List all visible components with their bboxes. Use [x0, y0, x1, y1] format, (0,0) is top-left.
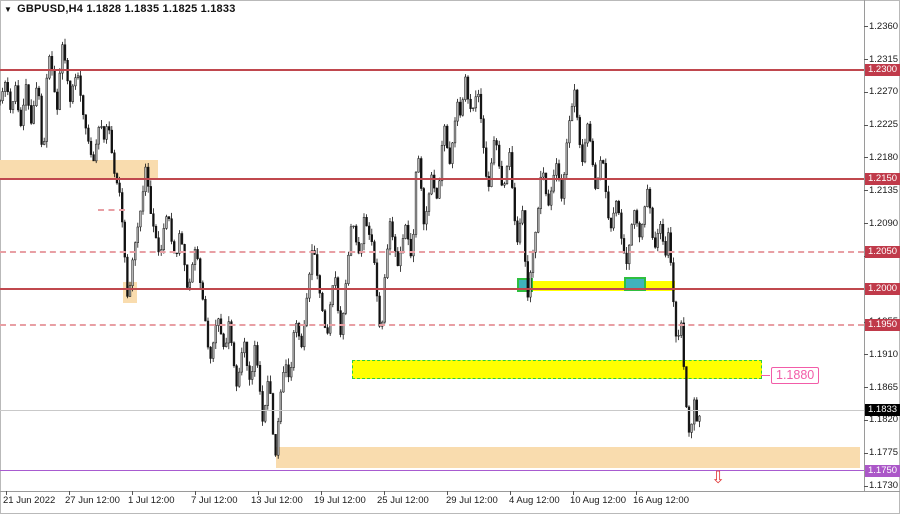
- y-tick: [864, 486, 868, 487]
- y-axis-label: 1.1820: [869, 414, 899, 425]
- x-axis-label: 4 Aug 12:00: [509, 495, 560, 506]
- candlestick-series: [0, 38, 701, 459]
- yellow-band-12000[interactable]: [520, 280, 675, 291]
- x-tick: [69, 491, 70, 495]
- x-tick: [510, 491, 511, 495]
- x-axis-label: 1 Jul 12:00: [128, 495, 175, 506]
- down-arrow-icon[interactable]: ⇩: [711, 468, 726, 488]
- current-price-line: [0, 409, 864, 411]
- x-axis-label: 10 Aug 12:00: [570, 495, 626, 506]
- x-tick: [384, 491, 385, 495]
- y-axis-label: 1.1910: [869, 349, 899, 360]
- y-tick: [864, 92, 868, 93]
- price-line-1.1950[interactable]: [0, 324, 864, 327]
- x-tick: [573, 491, 574, 495]
- x-axis-border: [0, 491, 900, 492]
- y-axis-label: 1.2180: [869, 152, 899, 163]
- y-axis-label: 1.2315: [869, 54, 899, 65]
- symbol-header: ▼ GBPUSD,H4 1.1828 1.1835 1.1825 1.1833: [4, 3, 236, 15]
- y-axis-label: 1.1775: [869, 447, 899, 458]
- y-axis-label: 1.2225: [869, 119, 899, 130]
- y-axis-label: 1.1865: [869, 382, 899, 393]
- supply-zone-12150[interactable]: [0, 160, 158, 178]
- y-tick: [864, 453, 868, 454]
- price-line-1.1750[interactable]: [0, 470, 864, 471]
- y-tick: [864, 354, 868, 355]
- y-axis-label: 1.2135: [869, 185, 899, 196]
- price-line-1.2108[interactable]: [98, 209, 125, 211]
- x-axis-label: 21 Jun 2022: [3, 495, 56, 506]
- y-axis-label: 1.2270: [869, 86, 899, 97]
- y-axis-price-tag-1.2050: 1.2050: [865, 246, 900, 258]
- y-tick: [864, 190, 868, 191]
- y-tick: [864, 59, 868, 60]
- demand-zone-11750[interactable]: [276, 446, 860, 469]
- x-tick: [6, 491, 7, 495]
- x-tick: [447, 491, 448, 495]
- y-axis-price-tag-1.1833: 1.1833: [865, 404, 900, 416]
- y-axis-label: 1.1730: [869, 480, 899, 491]
- x-axis-label: 7 Jul 12:00: [191, 495, 238, 506]
- y-tick: [864, 157, 868, 158]
- price-line-1.2000[interactable]: [0, 287, 864, 290]
- y-tick: [864, 125, 868, 126]
- y-tick: [864, 26, 868, 27]
- symbol-ohlc-text: GBPUSD,H4 1.1828 1.1835 1.1825 1.1833: [17, 3, 236, 15]
- x-axis-label: 13 Jul 12:00: [251, 495, 303, 506]
- chevron-down-icon[interactable]: ▼: [4, 4, 13, 14]
- entry-box-2[interactable]: [624, 277, 646, 291]
- x-axis-label: 29 Jul 12:00: [446, 495, 498, 506]
- x-axis-label: 27 Jun 12:00: [65, 495, 120, 506]
- y-axis-price-tag-1.1750: 1.1750: [865, 465, 900, 477]
- price-line-1.2150[interactable]: [0, 178, 864, 181]
- price-line-1.2050[interactable]: [0, 251, 864, 254]
- y-axis-price-tag-1.1950: 1.1950: [865, 319, 900, 331]
- y-axis-price-tag-1.2000: 1.2000: [865, 283, 900, 295]
- x-tick: [636, 491, 637, 495]
- x-tick: [258, 491, 259, 495]
- price-callout-1880[interactable]: 1.1880: [771, 367, 820, 384]
- y-tick: [864, 420, 868, 421]
- x-tick: [195, 491, 196, 495]
- y-tick: [864, 223, 868, 224]
- y-axis-border: [864, 0, 865, 491]
- x-axis-label: 25 Jul 12:00: [377, 495, 429, 506]
- y-axis-label: 1.2090: [869, 218, 899, 229]
- y-tick: [864, 387, 868, 388]
- plot-area[interactable]: [0, 0, 864, 491]
- x-tick: [132, 491, 133, 495]
- x-axis-label: 19 Jul 12:00: [314, 495, 366, 506]
- x-axis-label: 16 Aug 12:00: [633, 495, 689, 506]
- y-axis-price-tag-1.2300: 1.2300: [865, 64, 900, 76]
- x-tick: [321, 491, 322, 495]
- price-line-1.2300[interactable]: [0, 69, 864, 71]
- price-callout-dash: [761, 375, 770, 376]
- y-axis-price-tag-1.2150: 1.2150: [865, 173, 900, 185]
- yellow-zone-11880[interactable]: [352, 360, 762, 379]
- y-axis-label: 1.2360: [869, 21, 899, 32]
